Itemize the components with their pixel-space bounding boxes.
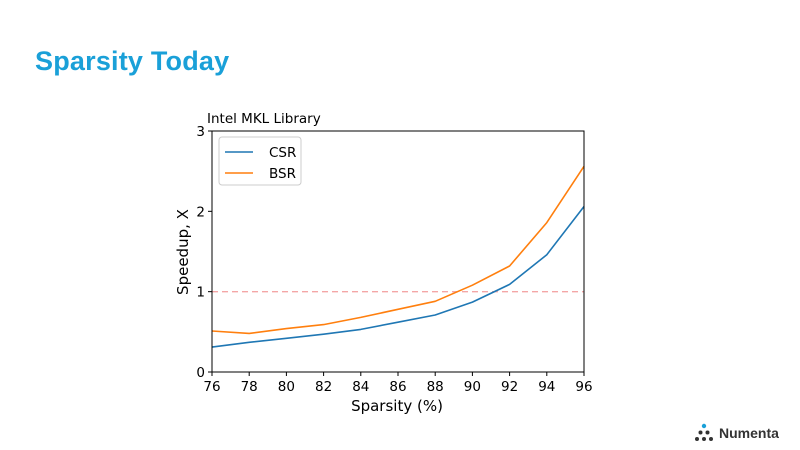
series-line-csr bbox=[211, 206, 585, 348]
numenta-logo-icon bbox=[695, 423, 713, 441]
y-tick-label-0: 0 bbox=[196, 365, 205, 381]
x-tick-label-82: 82 bbox=[315, 379, 332, 395]
x-tick-label-92: 92 bbox=[501, 379, 518, 395]
y-tick-label-3: 3 bbox=[196, 124, 205, 140]
y-tick-label-2: 2 bbox=[196, 204, 205, 220]
x-tick-label-86: 86 bbox=[389, 379, 406, 395]
x-tick-label-76: 76 bbox=[203, 379, 220, 395]
x-tick-label-88: 88 bbox=[427, 379, 444, 395]
slide-title: Sparsity Today bbox=[35, 46, 230, 76]
legend-label-bsr: BSR bbox=[269, 166, 296, 182]
x-tick-label-94: 94 bbox=[538, 379, 555, 395]
x-tick-label-78: 78 bbox=[241, 379, 258, 395]
y-axis-label: Speedup, X bbox=[174, 209, 192, 295]
x-axis-label: Sparsity (%) bbox=[351, 397, 443, 415]
series-line-bsr bbox=[211, 165, 585, 335]
legend-label-csr: CSR bbox=[269, 145, 296, 161]
numenta-logo: Numenta bbox=[694, 422, 779, 444]
numenta-logo-text: Numenta bbox=[719, 425, 779, 441]
x-tick-label-80: 80 bbox=[278, 379, 295, 395]
x-tick-label-90: 90 bbox=[464, 379, 481, 395]
y-tick-label-1: 1 bbox=[196, 285, 205, 301]
x-tick-label-84: 84 bbox=[352, 379, 369, 395]
plot-area: 76 78 80 82 84 86 88 90 92 94 96 0 1 2 3 CSR BSR bbox=[196, 124, 592, 395]
chart-title: Intel MKL Library bbox=[207, 111, 321, 127]
x-tick-label-96: 96 bbox=[575, 379, 592, 395]
